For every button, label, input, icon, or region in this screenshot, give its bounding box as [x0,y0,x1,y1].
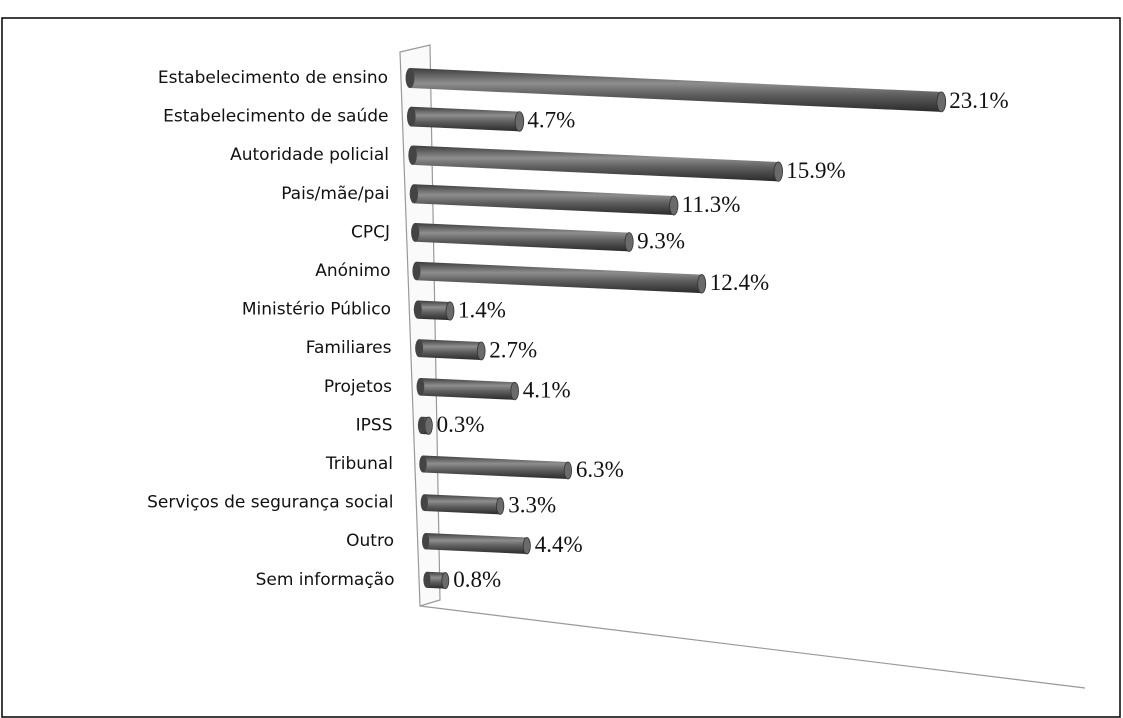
bar-end [445,301,455,321]
bar-end [697,274,707,294]
floor-line [419,605,1086,689]
bar-start [423,571,431,588]
bar-end [936,91,947,113]
bar [406,106,525,132]
category-label: Familiares [306,338,392,358]
value-label: 6.3% [576,457,624,482]
bar-start [409,184,419,204]
value-label: 15.9% [786,158,845,183]
category-label: IPSS [356,415,393,435]
bar-body [417,300,450,321]
frame [1,17,1121,718]
bar-start [406,106,416,127]
bar-body [412,145,779,182]
bar-start [405,68,415,88]
bar-body [416,261,702,294]
category-label: Outro [346,531,394,551]
bar-end [510,381,519,401]
value-label: 11.3% [682,192,741,217]
bar [419,455,573,480]
bar [405,68,947,113]
bar-end [624,232,634,252]
bar-body [426,571,446,589]
back-wall [399,44,441,607]
bar-start [408,145,417,165]
bar [423,571,450,590]
bar-body [425,533,527,554]
category-label: Estabelecimento de saúde [163,107,388,127]
bar-start [413,300,422,319]
value-label: 4.4% [535,532,583,557]
bar [412,261,707,294]
bar-body [419,339,482,360]
bar-start [415,339,424,358]
category-label: Tribunal [325,454,393,474]
bar-body [411,106,520,132]
bar-body [415,223,630,252]
value-label: 4.7% [527,108,575,133]
value-label: 9.3% [637,228,685,253]
bar [421,533,531,555]
bar-start [419,455,427,473]
value-label: 23.1% [949,88,1008,113]
bar-body [423,455,568,480]
category-label: Sem informação [256,570,395,590]
bar-end [496,497,505,515]
bar-end [441,572,450,590]
bar-end [424,416,433,435]
category-label: Ministério Público [242,300,391,320]
bar [411,223,634,252]
category-label: Serviços de segurança social [147,493,393,513]
bar-start [411,223,420,242]
bar-start [416,378,425,396]
bar-start [420,494,428,511]
value-label: 4.1% [523,377,571,402]
bar [413,300,455,321]
bar-start [412,261,421,281]
value-label: 12.4% [710,270,769,295]
bar [409,184,679,216]
bar [417,416,433,435]
category-label: Anónimo [315,261,390,281]
category-label: Autoridade policial [230,145,389,165]
value-label: 2.7% [489,337,537,362]
value-label: 0.3% [437,412,485,437]
bar-start [417,416,426,435]
category-label: Estabelecimento de ensino [158,68,388,88]
category-label: Projetos [324,377,392,397]
bar [416,378,519,401]
bar-end [514,111,525,132]
category-label: Pais/mãe/pai [281,184,389,204]
plot: Estabelecimento de ensino 23.1% Estabeleci… [147,68,1009,592]
bar-end [669,195,679,216]
bar-start [421,533,430,550]
bar-body [413,184,674,216]
bar-end [563,461,573,480]
bar [408,145,783,182]
bar-end [522,537,531,555]
value-label: 3.3% [508,492,556,517]
bar-body [410,68,942,112]
bar-body [420,378,515,400]
value-label: 0.8% [453,567,501,592]
value-label: 1.4% [458,297,506,322]
category-label: CPCJ [351,222,390,242]
bar-body [424,494,501,515]
bar [415,339,486,361]
bar-end [773,161,783,182]
bar [420,494,505,515]
bar-end [476,341,486,361]
